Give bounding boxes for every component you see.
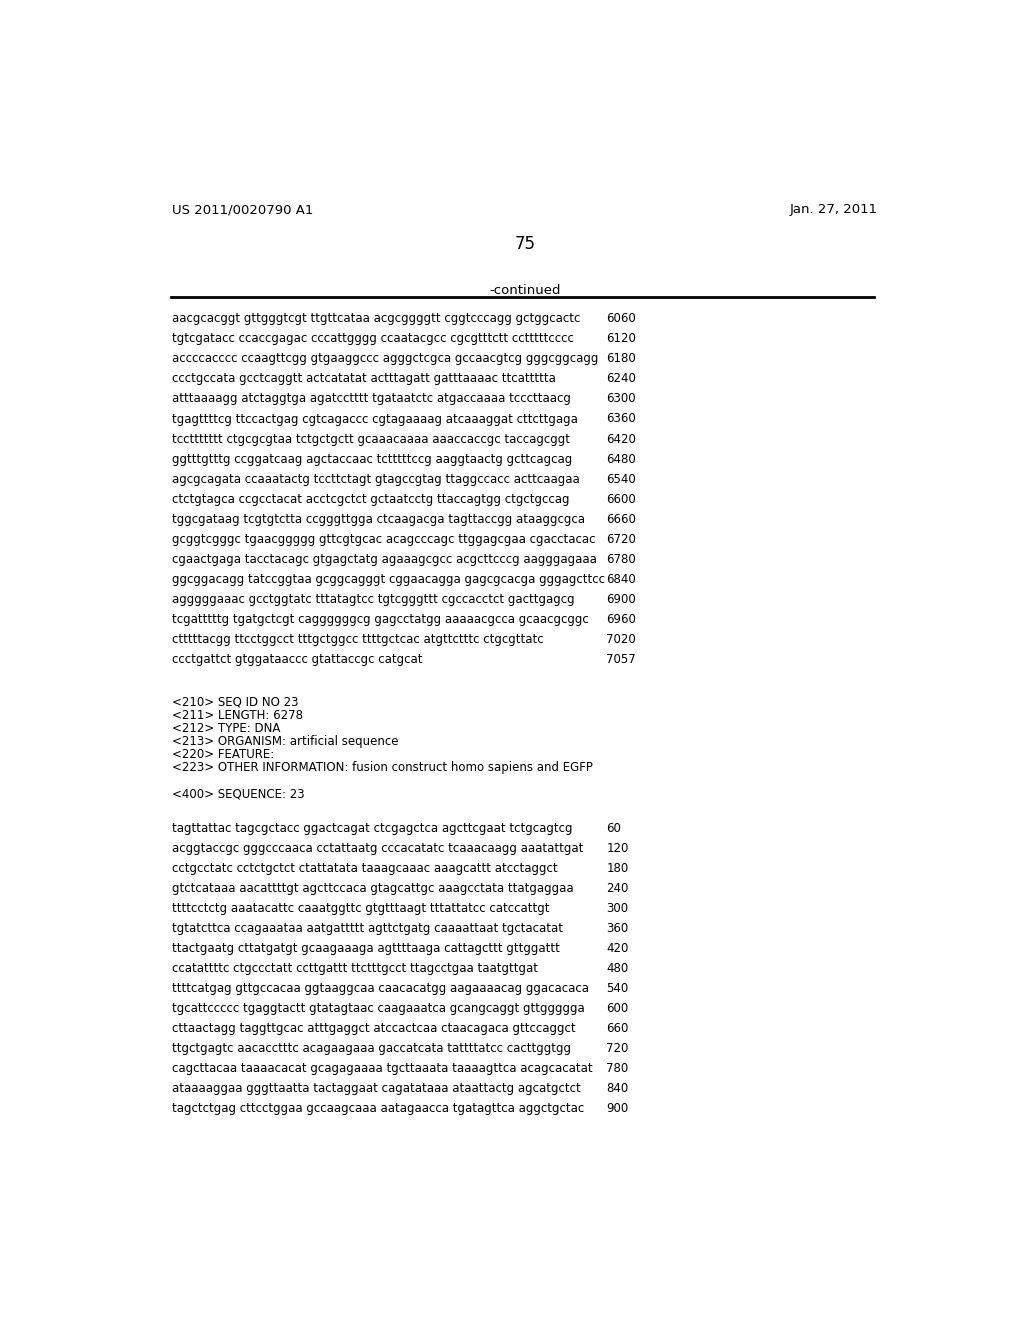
Text: 780: 780	[606, 1063, 629, 1076]
Text: ctctgtagca ccgcctacat acctcgctct gctaatcctg ttaccagtgg ctgctgccag: ctctgtagca ccgcctacat acctcgctct gctaatc…	[172, 492, 569, 506]
Text: Jan. 27, 2011: Jan. 27, 2011	[790, 203, 878, 216]
Text: 360: 360	[606, 923, 629, 936]
Text: atttaaaagg atctaggtga agatcctttt tgataatctc atgaccaaaa tcccttaacg: atttaaaagg atctaggtga agatcctttt tgataat…	[172, 392, 571, 405]
Text: 7020: 7020	[606, 632, 636, 645]
Text: US 2011/0020790 A1: US 2011/0020790 A1	[172, 203, 313, 216]
Text: <211> LENGTH: 6278: <211> LENGTH: 6278	[172, 709, 303, 722]
Text: 75: 75	[514, 235, 536, 253]
Text: tagctctgag cttcctggaa gccaagcaaa aatagaacca tgatagttca aggctgctac: tagctctgag cttcctggaa gccaagcaaa aatagaa…	[172, 1102, 585, 1115]
Text: 6300: 6300	[606, 392, 636, 405]
Text: <213> ORGANISM: artificial sequence: <213> ORGANISM: artificial sequence	[172, 735, 398, 748]
Text: agcgcagata ccaaatactg tccttctagt gtagccgtag ttaggccacc acttcaagaa: agcgcagata ccaaatactg tccttctagt gtagccg…	[172, 473, 580, 486]
Text: gcggtcgggc tgaacggggg gttcgtgcac acagcccagc ttggagcgaa cgacctacac: gcggtcgggc tgaacggggg gttcgtgcac acagccc…	[172, 533, 596, 545]
Text: 6180: 6180	[606, 352, 636, 366]
Text: 7057: 7057	[606, 653, 636, 665]
Text: 720: 720	[606, 1043, 629, 1056]
Text: tgagttttcg ttccactgag cgtcagaccc cgtagaaaag atcaaaggat cttcttgaga: tgagttttcg ttccactgag cgtcagaccc cgtagaa…	[172, 412, 579, 425]
Text: 6780: 6780	[606, 553, 636, 566]
Text: ctttttacgg ttcctggcct tttgctggcc ttttgctcac atgttctttc ctgcgttatc: ctttttacgg ttcctggcct tttgctggcc ttttgct…	[172, 632, 544, 645]
Text: ttttcatgag gttgccacaa ggtaaggcaa caacacatgg aagaaaacag ggacacaca: ttttcatgag gttgccacaa ggtaaggcaa caacaca…	[172, 982, 589, 995]
Text: ttttcctctg aaatacattc caaatggttc gtgtttaagt tttattatcc catccattgt: ttttcctctg aaatacattc caaatggttc gtgttta…	[172, 903, 550, 915]
Text: 60: 60	[606, 822, 621, 836]
Text: 120: 120	[606, 842, 629, 855]
Text: 6420: 6420	[606, 433, 636, 446]
Text: cctgcctatc cctctgctct ctattatata taaagcaaac aaagcattt atcctaggct: cctgcctatc cctctgctct ctattatata taaagca…	[172, 862, 558, 875]
Text: 840: 840	[606, 1082, 629, 1096]
Text: ttactgaatg cttatgatgt gcaagaaaga agttttaaga cattagcttt gttggattt: ttactgaatg cttatgatgt gcaagaaaga agtttta…	[172, 942, 560, 956]
Text: 6720: 6720	[606, 533, 636, 545]
Text: 6960: 6960	[606, 612, 636, 626]
Text: ggtttgtttg ccggatcaag agctaccaac tctttttccg aaggtaactg gcttcagcag: ggtttgtttg ccggatcaag agctaccaac tcttttt…	[172, 453, 572, 466]
Text: -continued: -continued	[489, 284, 560, 297]
Text: ttgctgagtc aacacctttc acagaagaaa gaccatcata tattttatcc cacttggtgg: ttgctgagtc aacacctttc acagaagaaa gaccatc…	[172, 1043, 571, 1056]
Text: 480: 480	[606, 962, 629, 975]
Text: tgcattccccc tgaggtactt gtatagtaac caagaaatca gcangcaggt gttggggga: tgcattccccc tgaggtactt gtatagtaac caagaa…	[172, 1002, 585, 1015]
Text: ccatattttc ctgccctatt ccttgattt ttctttgcct ttagcctgaa taatgttgat: ccatattttc ctgccctatt ccttgattt ttctttgc…	[172, 962, 539, 975]
Text: 300: 300	[606, 903, 629, 915]
Text: 6360: 6360	[606, 412, 636, 425]
Text: 420: 420	[606, 942, 629, 956]
Text: 660: 660	[606, 1022, 629, 1035]
Text: ataaaaggaa gggttaatta tactaggaat cagatataaa ataattactg agcatgctct: ataaaaggaa gggttaatta tactaggaat cagatat…	[172, 1082, 581, 1096]
Text: gtctcataaa aacattttgt agcttccaca gtagcattgc aaagcctata ttatgaggaa: gtctcataaa aacattttgt agcttccaca gtagcat…	[172, 882, 573, 895]
Text: 180: 180	[606, 862, 629, 875]
Text: ccctgccata gcctcaggtt actcatatat actttagatt gatttaaaac ttcattttta: ccctgccata gcctcaggtt actcatatat actttag…	[172, 372, 556, 385]
Text: tcgatttttg tgatgctcgt caggggggcg gagcctatgg aaaaacgcca gcaacgcggc: tcgatttttg tgatgctcgt caggggggcg gagccta…	[172, 612, 589, 626]
Text: 6660: 6660	[606, 512, 636, 525]
Text: 6240: 6240	[606, 372, 636, 385]
Text: tgtcgatacc ccaccgagac cccattgggg ccaatacgcc cgcgtttctt cctttttcccc: tgtcgatacc ccaccgagac cccattgggg ccaatac…	[172, 333, 574, 346]
Text: 6480: 6480	[606, 453, 636, 466]
Text: cgaactgaga tacctacagc gtgagctatg agaaagcgcc acgcttcccg aagggagaaa: cgaactgaga tacctacagc gtgagctatg agaaagc…	[172, 553, 597, 566]
Text: 540: 540	[606, 982, 629, 995]
Text: cttaactagg taggttgcac atttgaggct atccactcaa ctaacagaca gttccaggct: cttaactagg taggttgcac atttgaggct atccact…	[172, 1022, 575, 1035]
Text: 6060: 6060	[606, 313, 636, 326]
Text: cagcttacaa taaaacacat gcagagaaaa tgcttaaata taaaagttca acagcacatat: cagcttacaa taaaacacat gcagagaaaa tgcttaa…	[172, 1063, 593, 1076]
Text: <400> SEQUENCE: 23: <400> SEQUENCE: 23	[172, 788, 305, 800]
Text: <223> OTHER INFORMATION: fusion construct homo sapiens and EGFP: <223> OTHER INFORMATION: fusion construc…	[172, 762, 593, 775]
Text: acggtaccgc gggcccaaca cctattaatg cccacatatc tcaaacaagg aaatattgat: acggtaccgc gggcccaaca cctattaatg cccacat…	[172, 842, 584, 855]
Text: 600: 600	[606, 1002, 629, 1015]
Text: tggcgataag tcgtgtctta ccgggttgga ctcaagacga tagttaccgg ataaggcgca: tggcgataag tcgtgtctta ccgggttgga ctcaaga…	[172, 512, 585, 525]
Text: ggcggacagg tatccggtaa gcggcagggt cggaacagga gagcgcacga gggagcttcc: ggcggacagg tatccggtaa gcggcagggt cggaaca…	[172, 573, 605, 586]
Text: accccacccc ccaagttcgg gtgaaggccc agggctcgca gccaacgtcg gggcggcagg: accccacccc ccaagttcgg gtgaaggccc agggctc…	[172, 352, 599, 366]
Text: 6600: 6600	[606, 492, 636, 506]
Text: aacgcacggt gttgggtcgt ttgttcataa acgcggggtt cggtcccagg gctggcactc: aacgcacggt gttgggtcgt ttgttcataa acgcggg…	[172, 313, 581, 326]
Text: <212> TYPE: DNA: <212> TYPE: DNA	[172, 722, 281, 735]
Text: 240: 240	[606, 882, 629, 895]
Text: ccctgattct gtggataaccc gtattaccgc catgcat: ccctgattct gtggataaccc gtattaccgc catgca…	[172, 653, 423, 665]
Text: tgtatcttca ccagaaataa aatgattttt agttctgatg caaaattaat tgctacatat: tgtatcttca ccagaaataa aatgattttt agttctg…	[172, 923, 563, 936]
Text: agggggaaac gcctggtatc tttatagtcc tgtcgggttt cgccacctct gacttgagcg: agggggaaac gcctggtatc tttatagtcc tgtcggg…	[172, 593, 574, 606]
Text: 6540: 6540	[606, 473, 636, 486]
Text: 900: 900	[606, 1102, 629, 1115]
Text: tagttattac tagcgctacc ggactcagat ctcgagctca agcttcgaat tctgcagtcg: tagttattac tagcgctacc ggactcagat ctcgagc…	[172, 822, 572, 836]
Text: <210> SEQ ID NO 23: <210> SEQ ID NO 23	[172, 696, 299, 709]
Text: 6900: 6900	[606, 593, 636, 606]
Text: 6120: 6120	[606, 333, 636, 346]
Text: <220> FEATURE:: <220> FEATURE:	[172, 748, 274, 762]
Text: tccttttttt ctgcgcgtaa tctgctgctt gcaaacaaaa aaaccaccgc taccagcggt: tccttttttt ctgcgcgtaa tctgctgctt gcaaaca…	[172, 433, 570, 446]
Text: 6840: 6840	[606, 573, 636, 586]
